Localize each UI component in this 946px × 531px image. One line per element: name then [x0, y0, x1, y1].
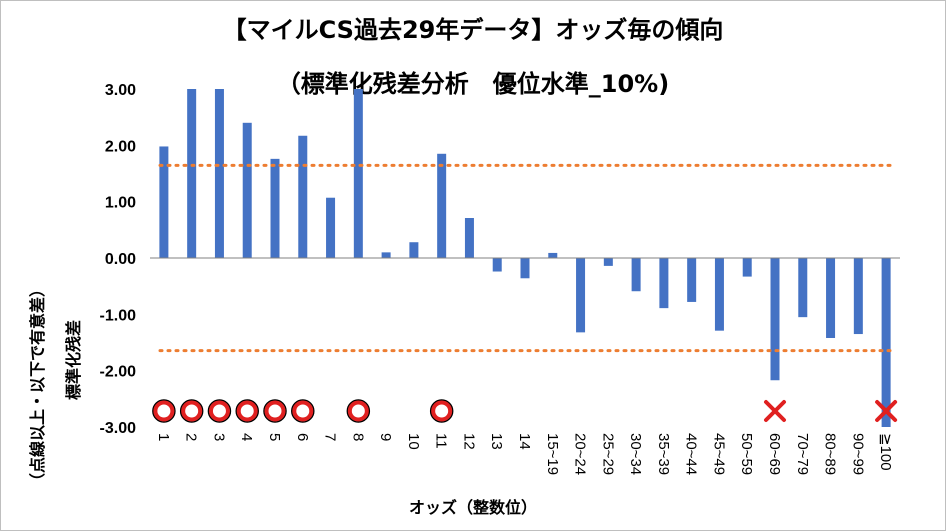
bar — [687, 258, 697, 302]
bar — [409, 242, 419, 258]
x-tick-label: 9 — [377, 433, 394, 441]
significant-high-marker-ring — [292, 400, 314, 422]
bar — [353, 89, 363, 258]
bar — [326, 197, 336, 258]
bar — [464, 218, 474, 258]
bar — [242, 122, 252, 258]
x-tick-label: ≧100 — [877, 433, 894, 471]
x-tick-label: 8 — [349, 433, 366, 441]
y-tick-label: 2.00 — [105, 138, 136, 155]
y-tick-label: -3.00 — [100, 420, 137, 437]
significant-high-marker-ring — [264, 400, 286, 422]
y-tick-label: 3.00 — [105, 82, 136, 99]
x-tick-label: 7 — [322, 433, 339, 441]
x-axis-label: オッズ（整数位） — [408, 498, 537, 517]
y-tick-label: 1.00 — [105, 195, 136, 212]
significant-high-marker-ring — [347, 400, 369, 422]
x-tick-label: 20~24 — [572, 433, 589, 475]
y-tick-label: -2.00 — [100, 364, 137, 381]
x-tick-label: 60~69 — [766, 433, 783, 475]
x-tick-label: 40~44 — [683, 433, 700, 475]
x-tick-label: 70~79 — [794, 433, 811, 475]
bar — [603, 258, 613, 266]
x-tick-label: 5 — [266, 433, 283, 441]
significant-low-marker — [875, 400, 898, 422]
x-tick-label: 1 — [155, 433, 172, 441]
significant-high-marker-ring — [236, 400, 258, 422]
bar — [187, 89, 197, 258]
x-tick-label: 12 — [460, 433, 477, 450]
y-tick-label: -1.00 — [100, 307, 137, 324]
significant-high-marker-ring — [181, 400, 203, 422]
x-tick-label: 30~34 — [627, 433, 644, 475]
x-tick-label: 45~49 — [710, 433, 727, 475]
chart-subtitle: （標準化残差分析 優位水準_10%) — [276, 70, 670, 98]
significant-low-marker — [764, 400, 786, 422]
x-tick-label: 14 — [516, 433, 533, 450]
bar — [631, 258, 641, 292]
bar — [881, 258, 891, 427]
bar — [826, 258, 836, 338]
x-tick-label: 10 — [405, 433, 422, 450]
bar — [492, 258, 502, 272]
bar — [742, 258, 752, 277]
x-tick-label: 11 — [433, 433, 450, 449]
bar — [714, 258, 724, 331]
bar — [853, 258, 863, 335]
x-tick-label: 80~89 — [822, 433, 839, 475]
x-tick-label: 2 — [183, 433, 200, 441]
significant-high-marker-ring — [431, 400, 453, 422]
bar — [548, 252, 558, 258]
significant-high-marker-ring — [153, 400, 175, 422]
x-tick-label: 35~39 — [655, 433, 672, 475]
significant-high-marker-ring — [208, 400, 230, 422]
x-tick-label: 6 — [294, 433, 311, 441]
chart-title: 【マイルCS過去29年データ】オッズ毎の傾向 — [222, 16, 724, 44]
x-tick-label: 25~29 — [599, 433, 616, 475]
x-tick-label: 15~19 — [544, 433, 561, 475]
bar — [381, 252, 391, 258]
bar — [270, 158, 280, 258]
x-tick-label: 13 — [488, 433, 505, 450]
x-tick-label: 50~59 — [738, 433, 755, 475]
bar — [298, 135, 308, 258]
bar — [770, 258, 780, 381]
bar — [659, 258, 669, 309]
bar — [576, 258, 586, 333]
bar — [798, 258, 808, 318]
x-tick-label: 3 — [210, 433, 227, 441]
bar — [437, 153, 447, 258]
bar — [520, 258, 530, 279]
x-tick-label: 90~99 — [849, 433, 866, 475]
bar — [214, 89, 224, 258]
x-tick-label: 4 — [238, 433, 255, 441]
y-tick-label: 0.00 — [105, 251, 136, 268]
bar — [159, 146, 169, 258]
